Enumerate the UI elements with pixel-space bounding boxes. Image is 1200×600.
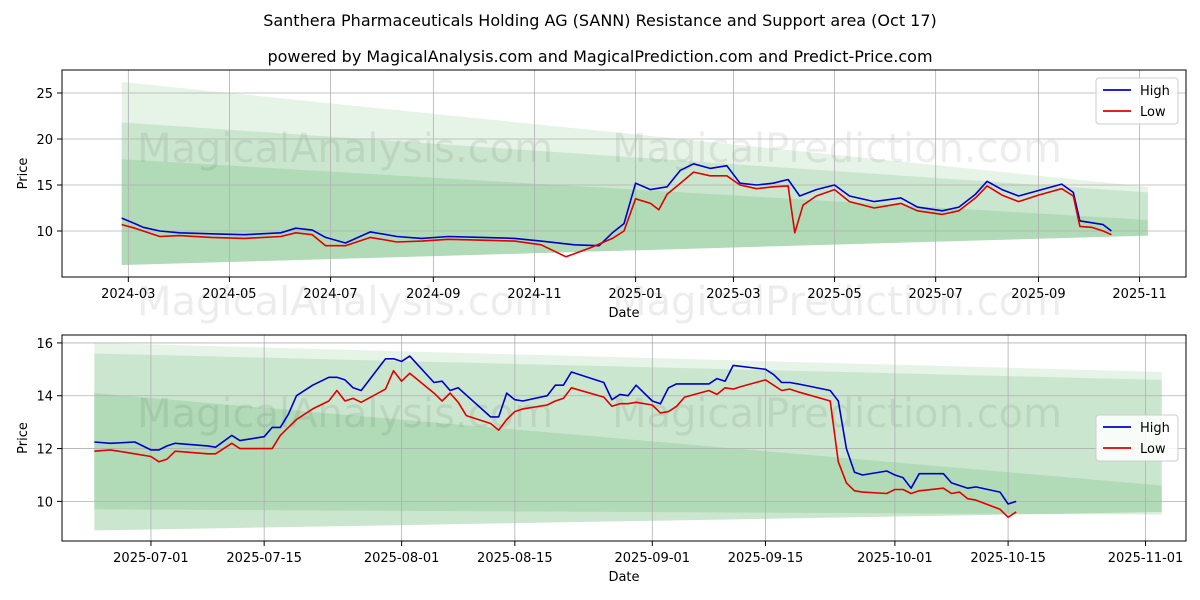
x-tick-label: 2025-07	[909, 287, 963, 302]
x-tick-label: 2025-10-01	[857, 551, 933, 566]
x-tick-label: 2025-10-15	[970, 551, 1046, 566]
x-tick-label: 2025-07-01	[113, 551, 189, 566]
x-tick-label: 2024-09	[406, 287, 460, 302]
x-tick-label: 2025-11-01	[1108, 551, 1184, 566]
legend-low-label: Low	[1140, 442, 1166, 457]
low-series-line	[94, 369, 1017, 518]
x-axis-label: Date	[608, 570, 639, 585]
x-tick-label: 2025-03	[706, 287, 760, 302]
watermark-text: MagicalPrediction.com	[612, 391, 1062, 437]
y-tick-label: 20	[36, 133, 53, 148]
support-resistance-band	[121, 122, 1148, 266]
axes-frame	[61, 334, 1187, 542]
x-tick-label: 2024-03	[101, 287, 155, 302]
y-axis-label: Price	[16, 158, 31, 190]
watermark-text: MagicalPrediction.com	[612, 126, 1062, 172]
high-series-line	[121, 163, 1112, 247]
x-tick-label: 2025-08-01	[364, 551, 440, 566]
y-tick-label: 12	[36, 443, 53, 458]
y-tick-label: 10	[36, 495, 53, 510]
top-chart-panel: MagicalAnalysis.com MagicalPrediction.com…	[16, 69, 1187, 325]
x-tick-label: 2025-07-15	[226, 551, 302, 566]
legend-high-label: High	[1140, 84, 1170, 99]
y-tick-label: 10	[36, 225, 53, 240]
watermark-text: MagicalAnalysis.com	[137, 279, 553, 325]
y-tick-label: 25	[36, 87, 53, 102]
x-tick-label: 2025-08-15	[477, 551, 553, 566]
legend-high-label: High	[1140, 421, 1170, 436]
x-tick-label: 2025-05	[807, 287, 861, 302]
x-tick-label: 2024-11	[507, 287, 561, 302]
x-tick-label: 2025-09	[1011, 287, 1065, 302]
high-series-line	[94, 355, 1017, 505]
watermark-text: MagicalPrediction.com	[612, 279, 1062, 325]
x-tick-label: 2024-07	[303, 287, 357, 302]
low-series-line	[121, 171, 1112, 258]
watermark-text: MagicalAnalysis.com	[137, 126, 553, 172]
y-tick-label: 14	[36, 390, 53, 405]
legend-low-label: Low	[1140, 105, 1166, 120]
x-tick-label: 2025-09-01	[615, 551, 691, 566]
bottom-chart-panel: MagicalAnalysis.com MagicalPrediction.com…	[16, 334, 1187, 585]
y-axis-label: Price	[16, 422, 31, 454]
watermark-text: MagicalAnalysis.com	[137, 391, 553, 437]
x-tick-label: 2025-11	[1112, 287, 1166, 302]
x-tick-label: 2024-05	[202, 287, 256, 302]
y-tick-label: 16	[36, 337, 53, 352]
axes-frame	[61, 69, 1187, 278]
x-tick-label: 2025-01	[608, 287, 662, 302]
support-resistance-band	[121, 81, 1148, 266]
y-tick-label: 15	[36, 179, 53, 194]
figure-title: Santhera Pharmaceuticals Holding AG (SAN…	[263, 11, 937, 30]
x-tick-label: 2025-09-15	[728, 551, 804, 566]
figure-subtitle: powered by MagicalAnalysis.com and Magic…	[267, 47, 932, 66]
x-axis-label: Date	[608, 306, 639, 321]
